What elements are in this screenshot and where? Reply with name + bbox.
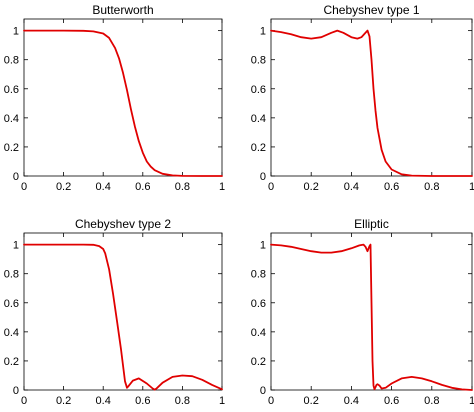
y-tick-label: 0.4 bbox=[4, 327, 19, 339]
x-tick-label: 0.6 bbox=[135, 181, 150, 193]
y-tick-label: 0.4 bbox=[251, 327, 266, 339]
chart-elliptic: Elliptic 0 0.2 0.4 0.6 0.8 1 0 0.2 0.4 0.6 0.8 1 bbox=[251, 217, 474, 407]
y-tick-label: 0.2 bbox=[251, 142, 266, 154]
axes-frame bbox=[270, 232, 473, 391]
y-tick-label: 1 bbox=[13, 240, 19, 252]
axes-frame bbox=[23, 232, 223, 391]
x-tick-label: 0.8 bbox=[424, 395, 439, 407]
x-tick-label: 0.6 bbox=[384, 181, 399, 193]
y-tick-label: 0 bbox=[260, 385, 266, 397]
y-tick-label: 0.4 bbox=[251, 113, 266, 125]
y-tick-label: 0.6 bbox=[251, 84, 266, 96]
y-tick-label: 0.2 bbox=[4, 356, 19, 368]
y-tick-label: 0.8 bbox=[251, 55, 266, 67]
axes-frame bbox=[23, 18, 223, 177]
chart-chebyshev-type-1: Chebyshev type 1 0 0.2 0.4 0.6 0.8 1 0 0.2 0.4 0.6… bbox=[251, 3, 474, 193]
y-tick-label: 0.2 bbox=[251, 356, 266, 368]
response-curve bbox=[23, 243, 223, 391]
x-tick-label: 0.6 bbox=[384, 395, 399, 407]
y-tick-label: 0.8 bbox=[4, 269, 19, 281]
x-tick-label: 0.8 bbox=[424, 181, 439, 193]
x-tick-label: 0.2 bbox=[56, 181, 71, 193]
y-tick-label: 0.6 bbox=[251, 298, 266, 310]
x-tick-label: 0 bbox=[268, 395, 274, 407]
x-tick-label: 1 bbox=[219, 181, 225, 193]
x-tick-label: 1 bbox=[469, 395, 474, 407]
y-tick-label: 1 bbox=[260, 240, 266, 252]
y-tick-label: 0.2 bbox=[4, 142, 19, 154]
x-tick-label: 1 bbox=[469, 181, 474, 193]
chart-title: Butterworth bbox=[92, 3, 153, 17]
response-curve bbox=[270, 243, 473, 391]
x-tick-label: 0.2 bbox=[56, 395, 71, 407]
x-tick-label: 1 bbox=[219, 395, 225, 407]
x-tick-label: 0 bbox=[21, 181, 27, 193]
y-tick-label: 0.6 bbox=[4, 298, 19, 310]
y-tick-label: 0.6 bbox=[4, 84, 19, 96]
y-tick-label: 0.4 bbox=[4, 113, 19, 125]
y-tick-label: 1 bbox=[13, 26, 19, 38]
x-tick-label: 0 bbox=[268, 181, 274, 193]
x-tick-label: 0.4 bbox=[96, 181, 111, 193]
y-tick-label: 0.8 bbox=[251, 269, 266, 281]
y-tick-label: 0 bbox=[260, 171, 266, 183]
x-tick-label: 0.8 bbox=[175, 181, 190, 193]
x-tick-label: 0.2 bbox=[304, 395, 319, 407]
chart-title: Chebyshev type 1 bbox=[323, 3, 419, 17]
response-curve bbox=[270, 29, 473, 177]
x-tick-label: 0.4 bbox=[344, 395, 359, 407]
axes-frame bbox=[270, 18, 473, 177]
x-tick-label: 0.6 bbox=[135, 395, 150, 407]
chart-title: Elliptic bbox=[354, 217, 389, 231]
chart-chebyshev-type-2: Chebyshev type 2 0 0.2 0.4 0.6 0.8 1 0 0.2 0.4 0.6… bbox=[4, 217, 225, 407]
x-tick-label: 0.4 bbox=[344, 181, 359, 193]
y-tick-label: 0 bbox=[13, 171, 19, 183]
x-tick-label: 0.8 bbox=[175, 395, 190, 407]
x-tick-label: 0.4 bbox=[96, 395, 111, 407]
response-curve bbox=[23, 29, 223, 177]
chart-butterworth: Butterworth 0 0.2 0.4 0.6 0.8 1 0 0.2 0.4 0.6 0.8 1 bbox=[4, 3, 225, 193]
chart-title: Chebyshev type 2 bbox=[75, 217, 171, 231]
y-tick-label: 1 bbox=[260, 26, 266, 38]
x-tick-label: 0 bbox=[21, 395, 27, 407]
y-tick-label: 0.8 bbox=[4, 55, 19, 67]
y-tick-label: 0 bbox=[13, 385, 19, 397]
x-tick-label: 0.2 bbox=[304, 181, 319, 193]
